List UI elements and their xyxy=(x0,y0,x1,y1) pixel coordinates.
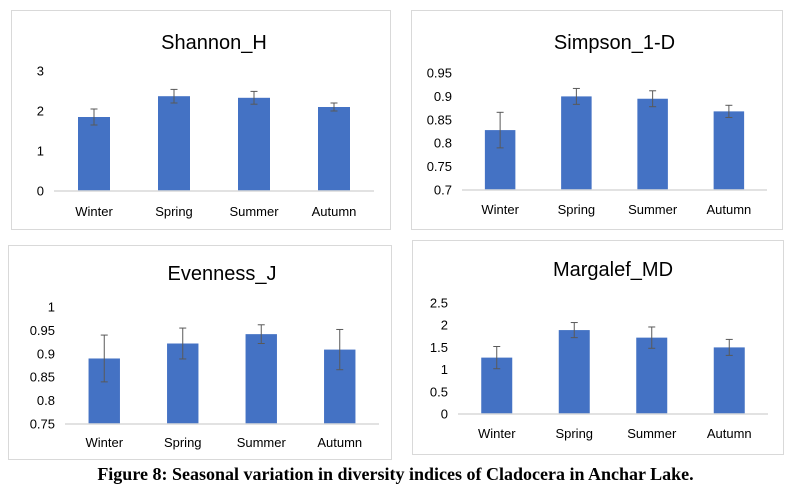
bar-winter xyxy=(78,117,110,191)
bar-summer xyxy=(637,98,668,190)
y-tick-label: 1 xyxy=(48,300,55,315)
bar-autumn xyxy=(713,111,745,190)
bar-summer xyxy=(245,334,277,424)
x-category-label: Spring xyxy=(164,435,202,450)
y-tick-label: 0.85 xyxy=(30,370,55,385)
shannon-chart: Shannon_H 0 1 2 3 Winter Spring Summer Autumn xyxy=(37,32,374,219)
x-category-label: Autumn xyxy=(706,202,751,217)
y-tick-label: 1 xyxy=(441,362,448,377)
y-tick-label: 0.8 xyxy=(434,136,452,151)
y-tick-label: 2 xyxy=(441,318,448,333)
simpson-chart: Simpson_1-D 0.7 0.75 0.8 0.85 0.9 0.95 Winter Sp… xyxy=(427,32,767,217)
chart-title: Shannon_H xyxy=(161,32,267,54)
y-tick-label: 0.5 xyxy=(430,384,448,399)
y-tick-label: 2.5 xyxy=(430,296,448,311)
bar-autumn xyxy=(318,107,350,191)
x-category-label: Spring xyxy=(555,426,593,441)
y-tick-label: 0.95 xyxy=(30,323,55,338)
y-tick-label: 0.75 xyxy=(30,417,55,432)
x-category-label: Winter xyxy=(75,204,113,219)
x-category-label: Spring xyxy=(155,204,193,219)
chart-title: Margalef_MD xyxy=(553,259,673,281)
chart-title: Simpson_1-D xyxy=(554,32,675,54)
y-tick-label: 0.8 xyxy=(37,393,55,408)
x-category-label: Summer xyxy=(237,435,287,450)
bar-summer xyxy=(238,97,270,191)
bar-spring xyxy=(561,96,592,190)
y-tick-label: 0.95 xyxy=(427,66,452,81)
x-category-label: Autumn xyxy=(317,435,362,450)
x-category-label: Spring xyxy=(558,202,596,217)
x-category-label: Summer xyxy=(229,204,279,219)
margalef-chart: Margalef_MD 0 0.5 1 1.5 2 2.5 Winter Spring Summe… xyxy=(430,259,768,441)
y-tick-label: 1 xyxy=(37,144,44,159)
x-category-label: Winter xyxy=(481,202,519,217)
figure-caption: Figure 8: Seasonal variation in diversit… xyxy=(97,464,694,484)
bar-spring xyxy=(558,330,590,414)
y-tick-label: 0 xyxy=(441,407,448,422)
y-tick-label: 3 xyxy=(37,64,44,79)
y-tick-label: 0 xyxy=(37,184,44,199)
y-tick-label: 2 xyxy=(37,104,44,119)
x-category-label: Autumn xyxy=(312,204,357,219)
x-category-label: Summer xyxy=(628,202,678,217)
y-tick-label: 0.9 xyxy=(434,89,452,104)
x-category-label: Winter xyxy=(478,426,516,441)
y-tick-label: 0.85 xyxy=(427,112,452,127)
x-category-label: Winter xyxy=(85,435,123,450)
chart-title: Evenness_J xyxy=(168,263,277,285)
y-tick-label: 0.9 xyxy=(37,346,55,361)
x-category-label: Autumn xyxy=(707,426,752,441)
chart-panel-shannon: Shannon_H 0 1 2 3 Winter Spring Summer Autumn xyxy=(11,10,391,230)
x-category-label: Summer xyxy=(627,426,677,441)
bar-autumn xyxy=(713,347,745,414)
bar-summer xyxy=(636,337,668,414)
y-tick-label: 0.75 xyxy=(427,159,452,174)
evenness-chart: Evenness_J 0.75 0.8 0.85 0.9 0.95 1 Winter Sprin… xyxy=(30,263,379,450)
chart-panel-simpson: Simpson_1-D 0.7 0.75 0.8 0.85 0.9 0.95 Winter Sp… xyxy=(411,10,783,230)
y-tick-label: 1.5 xyxy=(430,340,448,355)
chart-panel-evenness: Evenness_J 0.75 0.8 0.85 0.9 0.95 1 Winter Sprin… xyxy=(8,245,392,460)
y-tick-label: 0.7 xyxy=(434,183,452,198)
bar-spring xyxy=(158,96,190,191)
chart-panel-margalef: Margalef_MD 0 0.5 1 1.5 2 2.5 Winter Spring Summe… xyxy=(412,240,784,455)
